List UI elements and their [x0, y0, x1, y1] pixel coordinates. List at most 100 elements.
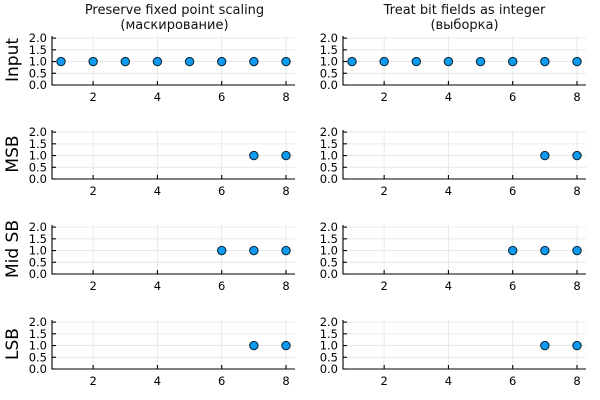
x-tick-label: 2 [89, 374, 96, 388]
subplot-1-1: 0.00.51.01.52.0 2 4 6 8 [320, 125, 586, 198]
subplot-2-1: 0.00.51.01.52.0 2 4 6 8 [320, 220, 586, 293]
x-tick-label: 4 [154, 184, 161, 198]
y-tick-label: 0.5 [320, 350, 338, 364]
axis-spine [342, 36, 586, 86]
y-tick-label: 2.0 [320, 315, 338, 329]
y-tick-label: 1.5 [29, 137, 47, 151]
axis-spine [51, 130, 295, 180]
y-tick-label: 1.0 [29, 55, 47, 69]
x-tick-label: 4 [445, 374, 452, 388]
data-point [217, 245, 227, 256]
x-tick-label: 2 [380, 279, 387, 293]
x-tick-label: 8 [573, 184, 580, 198]
x-tick-label: 8 [573, 374, 580, 388]
x-tick-label: 8 [282, 90, 289, 104]
data-point [540, 245, 550, 256]
data-point [508, 245, 518, 256]
y-tick-label: 1.0 [320, 244, 338, 258]
y-tick-label: 1.0 [29, 339, 47, 353]
x-tick-label: 6 [509, 279, 516, 293]
y-tick-label: 1.5 [29, 327, 47, 341]
y-tick-label: 1.5 [320, 327, 338, 341]
column-title-left-line1: Preserve fixed point scaling [84, 3, 265, 18]
x-tick-label: 6 [509, 374, 516, 388]
data-point [411, 56, 421, 67]
x-tick-label: 8 [282, 279, 289, 293]
y-tick-label: 0.0 [320, 78, 338, 92]
x-tick-label: 4 [154, 90, 161, 104]
y-tick-label: 1.0 [29, 149, 47, 163]
data-point [120, 56, 130, 67]
data-point [443, 56, 454, 67]
y-tick-label: 0.0 [29, 267, 47, 281]
y-tick-label: 0.5 [320, 66, 338, 80]
x-tick-label: 6 [218, 184, 225, 198]
y-tick-label: 0.0 [29, 362, 47, 376]
data-point [281, 56, 291, 67]
y-tick-label: 1.5 [29, 232, 47, 246]
x-tick-label: 6 [218, 374, 225, 388]
axis-spine [342, 320, 586, 370]
y-tick-label: 0.5 [320, 255, 338, 269]
x-tick-label: 8 [573, 90, 580, 104]
column-title-left: Preserve fixed point scaling (маскирован… [54, 3, 295, 33]
data-point [379, 56, 389, 67]
y-tick-label: 0.0 [320, 267, 338, 281]
subplot-0-1: 0.00.51.01.52.0 2 4 6 8 [320, 31, 586, 104]
y-tick-label: 2.0 [29, 31, 47, 45]
x-tick-label: 4 [445, 90, 452, 104]
x-tick-label: 6 [509, 90, 516, 104]
y-tick-label: 0.5 [320, 160, 338, 174]
data-point [281, 245, 291, 256]
y-tick-label: 1.0 [29, 244, 47, 258]
y-tick-label: 1.0 [320, 149, 338, 163]
y-tick-label: 2.0 [320, 31, 338, 45]
column-title-right-line1: Treat bit fields as integer [383, 3, 546, 18]
y-tick-label: 0.5 [29, 160, 47, 174]
data-point [540, 340, 550, 351]
x-tick-label: 6 [218, 279, 225, 293]
subplot-1-0: 0.00.51.01.52.0 2 4 6 8 [29, 125, 295, 198]
data-point [152, 56, 163, 67]
column-title-right-line2: (выборка) [430, 18, 499, 33]
axis-spine [51, 320, 295, 370]
y-tick-label: 1.5 [320, 232, 338, 246]
data-point [88, 56, 98, 67]
data-point [281, 340, 291, 351]
column-title-right: Treat bit fields as integer (выборка) [343, 3, 586, 33]
y-tick-label: 2.0 [320, 125, 338, 139]
y-tick-label: 0.0 [320, 172, 338, 186]
data-point [540, 150, 550, 161]
column-title-left-line2: (маскирование) [120, 18, 229, 33]
x-tick-label: 4 [154, 374, 161, 388]
data-point [249, 56, 259, 67]
y-tick-label: 0.5 [29, 255, 47, 269]
y-tick-label: 2.0 [29, 125, 47, 139]
x-tick-label: 2 [89, 279, 96, 293]
data-point [184, 56, 195, 67]
axis-spine [342, 225, 586, 275]
x-tick-label: 8 [282, 374, 289, 388]
x-tick-label: 2 [380, 184, 387, 198]
data-point [249, 245, 259, 256]
y-tick-label: 2.0 [320, 220, 338, 234]
x-tick-label: 4 [154, 279, 161, 293]
x-tick-label: 2 [89, 184, 96, 198]
axis-spine [342, 130, 586, 180]
subplot-2-0: 0.00.51.01.52.0 2 4 6 8 [29, 220, 295, 293]
data-point [572, 150, 582, 161]
data-point [572, 245, 582, 256]
subplot-3-1: 0.00.51.01.52.0 2 4 6 8 [320, 315, 586, 388]
y-tick-label: 0.5 [29, 66, 47, 80]
y-tick-label: 2.0 [29, 315, 47, 329]
data-point [281, 150, 291, 161]
data-point [217, 56, 227, 67]
data-point [508, 56, 518, 67]
data-point [249, 150, 259, 161]
x-tick-label: 2 [380, 90, 387, 104]
axis-spine [51, 36, 295, 86]
y-tick-label: 0.0 [320, 362, 338, 376]
data-point [572, 56, 582, 67]
